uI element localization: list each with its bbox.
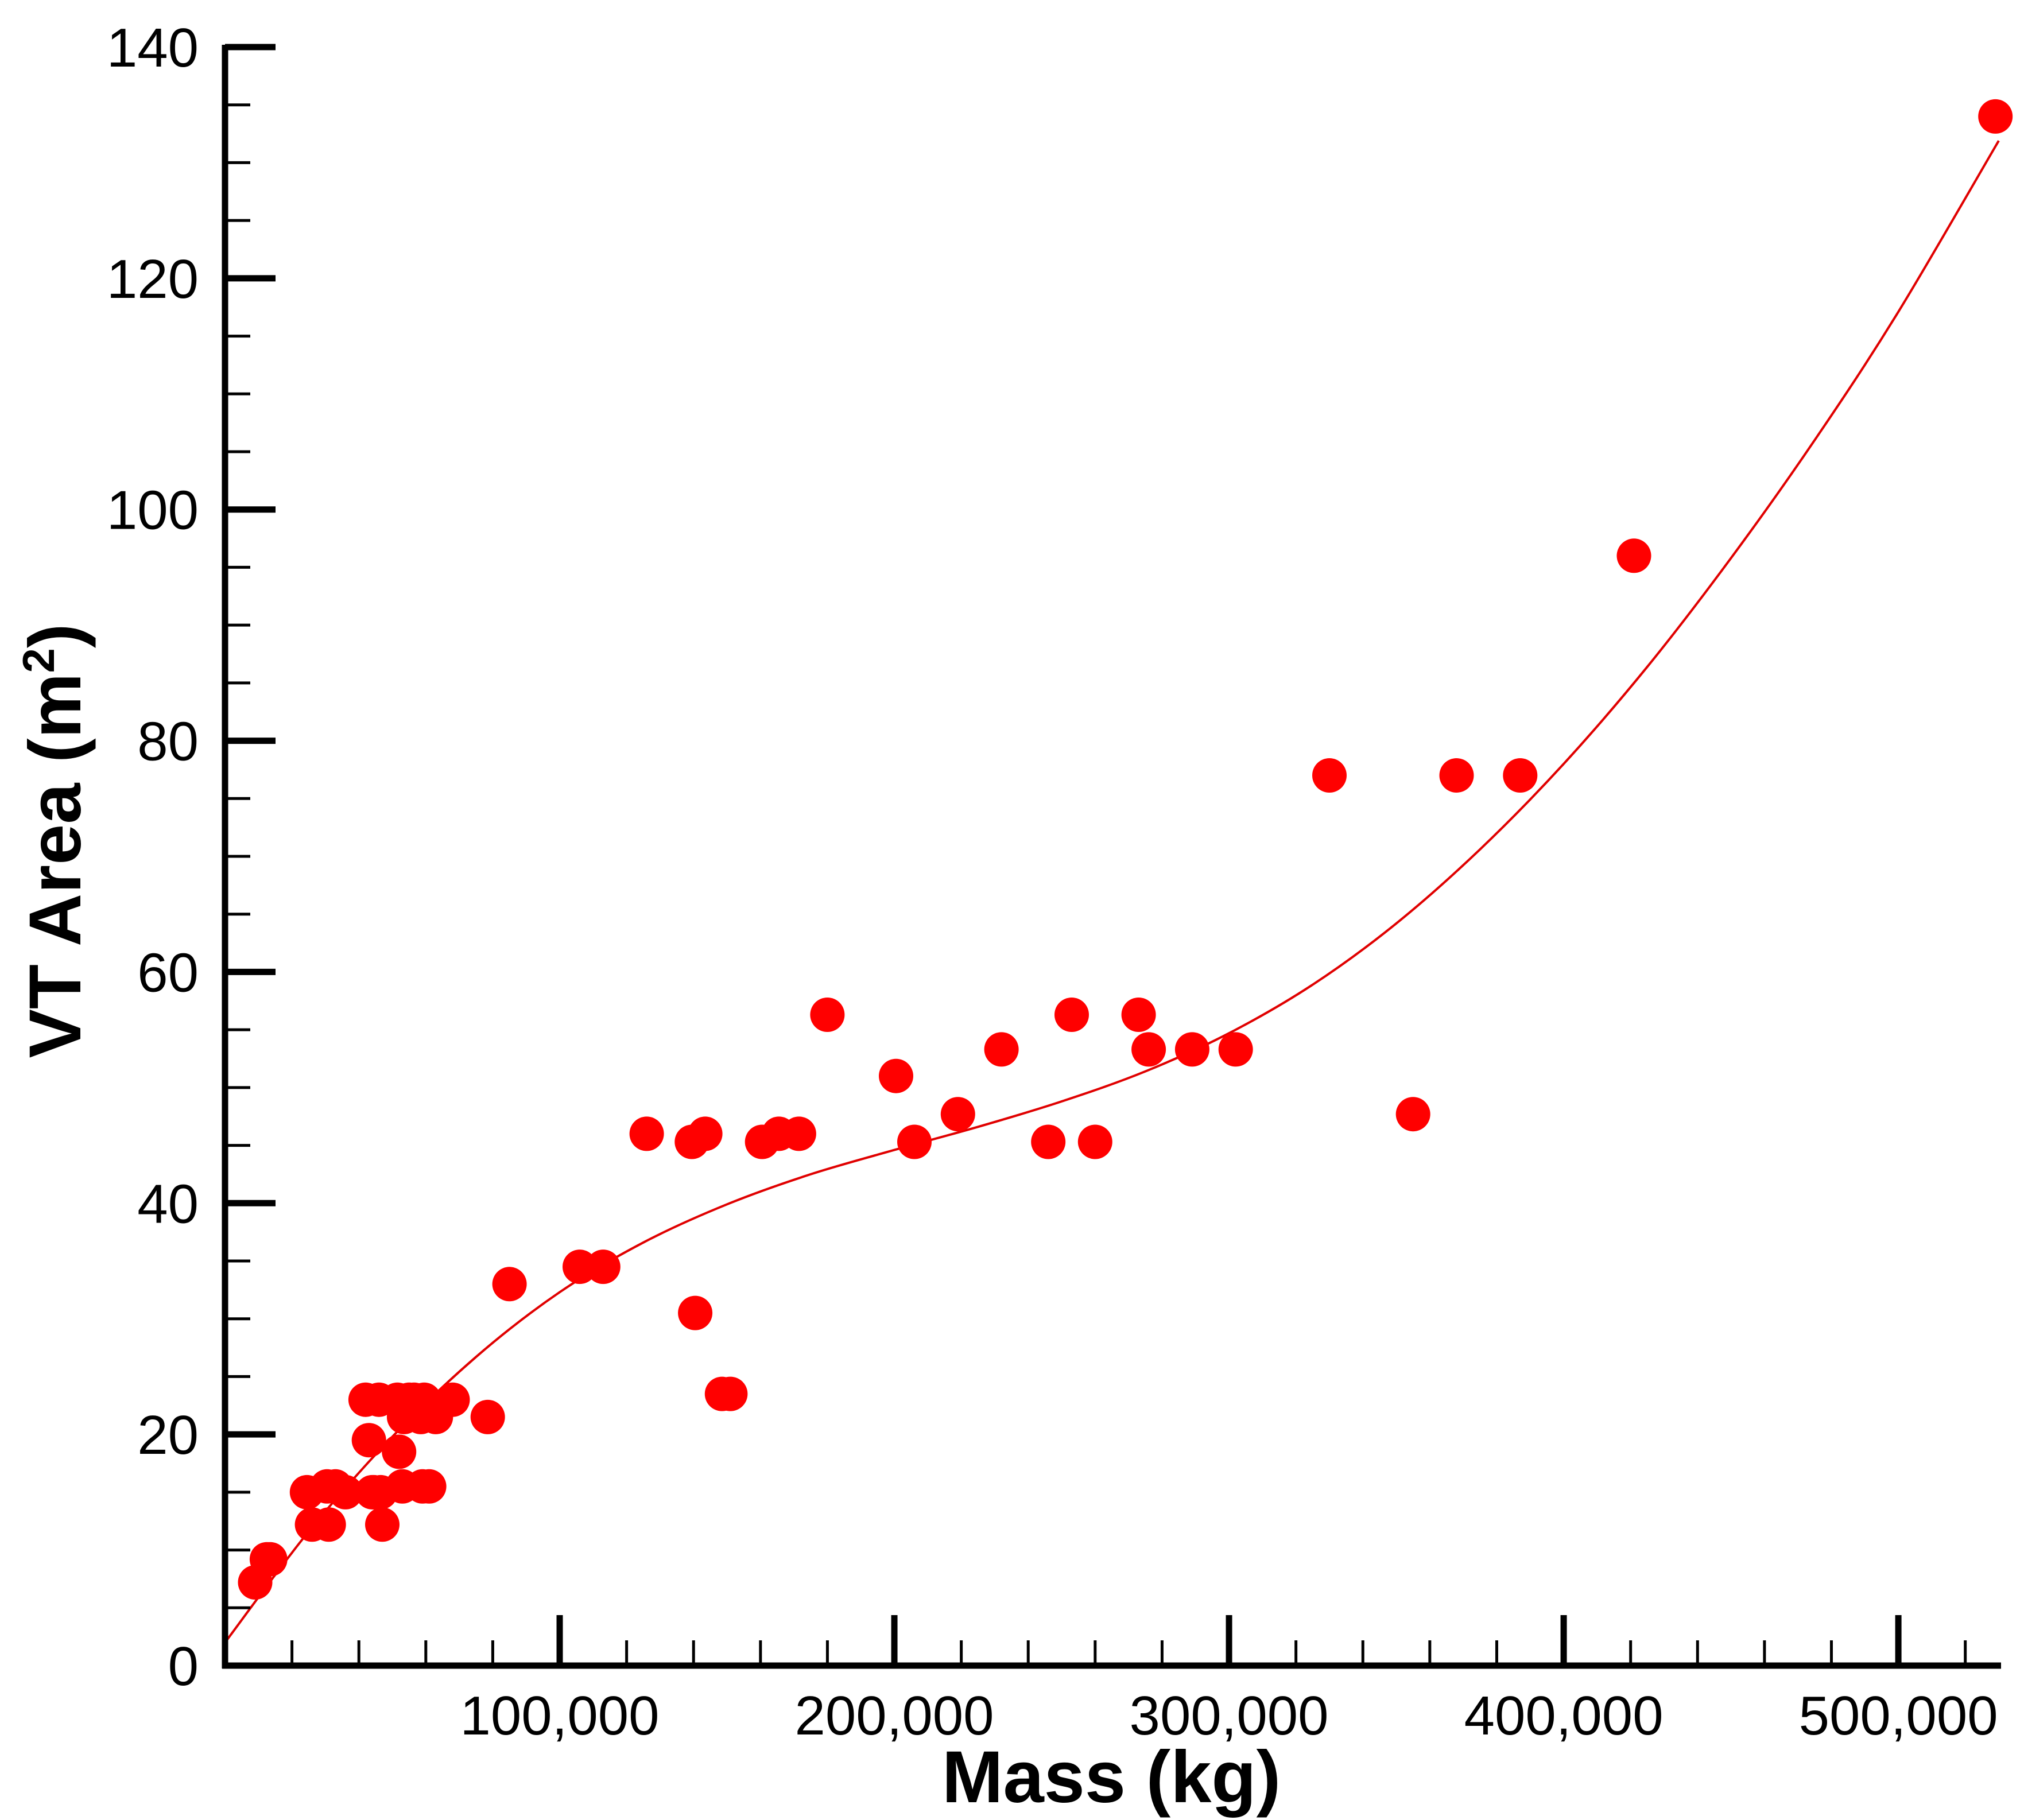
y-axis-ticks: 0 20 40 60 80 100 120 140 bbox=[107, 17, 276, 1697]
data-point bbox=[492, 1267, 527, 1302]
data-point bbox=[470, 1399, 505, 1434]
data-point bbox=[1031, 1124, 1066, 1159]
data-point bbox=[1616, 538, 1651, 573]
data-point bbox=[688, 1116, 723, 1151]
x-tick-label: 400,000 bbox=[1464, 1685, 1664, 1747]
x-axis-title: Mass (kg) bbox=[942, 1736, 1281, 1818]
x-tick-label: 300,000 bbox=[1130, 1685, 1329, 1747]
data-point bbox=[1978, 99, 2013, 134]
data-point bbox=[984, 1032, 1019, 1067]
data-point bbox=[940, 1097, 975, 1132]
data-point bbox=[365, 1507, 400, 1542]
data-point bbox=[879, 1058, 913, 1093]
y-axis-title-superscript: 2 bbox=[13, 648, 64, 673]
data-point bbox=[1174, 1032, 1209, 1067]
data-point bbox=[435, 1382, 470, 1417]
data-point bbox=[382, 1434, 417, 1469]
y-axis-title-close: ) bbox=[14, 623, 96, 648]
data-point bbox=[1218, 1032, 1253, 1067]
points-layer bbox=[238, 99, 2013, 1600]
data-point bbox=[1054, 998, 1089, 1032]
data-point bbox=[351, 1423, 386, 1458]
data-point bbox=[1312, 758, 1347, 793]
y-tick-label: 100 bbox=[107, 480, 199, 541]
data-point bbox=[1077, 1124, 1112, 1159]
data-point bbox=[1439, 758, 1474, 793]
y-axis-title: VT Area (m2) bbox=[13, 623, 96, 1058]
x-tick-label: 100,000 bbox=[460, 1685, 660, 1747]
y-tick-label: 120 bbox=[107, 249, 199, 310]
y-axis-title-main: VT Area (m bbox=[14, 673, 96, 1058]
x-tick-label: 500,000 bbox=[1799, 1685, 1998, 1747]
data-point bbox=[1131, 1032, 1166, 1067]
data-point bbox=[781, 1116, 816, 1151]
data-point bbox=[311, 1507, 346, 1542]
y-tick-label: 80 bbox=[137, 711, 199, 773]
data-point bbox=[328, 1474, 363, 1509]
data-point bbox=[253, 1542, 288, 1577]
y-tick-label: 20 bbox=[137, 1404, 199, 1466]
data-point bbox=[1121, 998, 1156, 1032]
data-point bbox=[897, 1124, 932, 1159]
y-tick-label: 0 bbox=[168, 1636, 199, 1697]
fit-layer bbox=[224, 140, 2000, 1643]
x-axis-ticks: 100,000 200,000 300,000 400,000 500,000 bbox=[290, 1615, 1998, 1747]
fit-curve bbox=[224, 140, 2000, 1643]
data-point bbox=[1395, 1097, 1430, 1132]
y-tick-label: 140 bbox=[107, 17, 199, 79]
x-tick-label: 200,000 bbox=[795, 1685, 994, 1747]
data-point bbox=[713, 1376, 748, 1411]
data-point bbox=[629, 1116, 664, 1151]
data-point bbox=[586, 1249, 621, 1285]
data-point bbox=[678, 1295, 713, 1330]
y-tick-label: 40 bbox=[137, 1173, 199, 1235]
data-point bbox=[810, 998, 845, 1032]
y-tick-label: 60 bbox=[137, 942, 199, 1003]
data-point bbox=[412, 1469, 447, 1504]
data-point bbox=[1503, 758, 1538, 793]
